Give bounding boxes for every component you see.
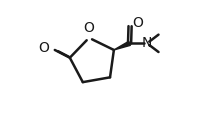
- Polygon shape: [114, 41, 130, 50]
- Text: N: N: [142, 36, 152, 50]
- Text: O: O: [83, 21, 94, 35]
- Text: O: O: [132, 16, 143, 30]
- Text: O: O: [38, 41, 49, 55]
